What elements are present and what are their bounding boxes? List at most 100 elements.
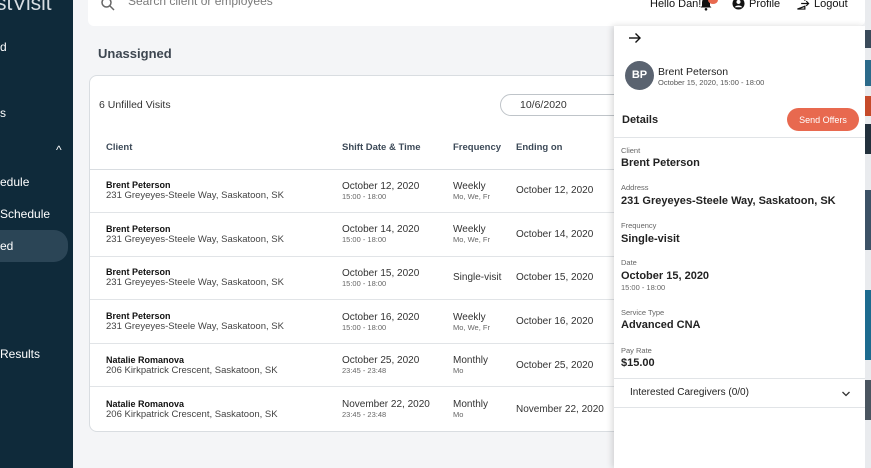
avatar: BP: [625, 61, 654, 90]
table-row[interactable]: Brent Peterson 231 Greyeyes-Steele Way, S…: [90, 212, 648, 257]
shift-time: 23:45 - 23:48: [342, 366, 387, 376]
chevron-down-icon: [842, 391, 850, 397]
frequency: Monthly: [453, 399, 489, 411]
client-address: 231 Greyeyes-Steele Way, Saskatoon, SK: [106, 190, 284, 202]
field-label-pay-rate: Pay Rate: [621, 346, 652, 355]
sidebar: stVisit d s ^ edule Schedule ed Results: [0, 0, 73, 468]
frequency: Weekly: [453, 180, 486, 192]
ending-date: October 15, 2020: [516, 272, 594, 284]
column-header-shift[interactable]: Shift Date & Time: [342, 126, 453, 170]
profile-button[interactable]: Profile: [732, 0, 780, 10]
shift-date: October 16, 2020: [342, 311, 420, 323]
page-title: Unassigned: [98, 46, 172, 61]
cell-client: Natalie Romanova 206 Kirkpatrick Crescent…: [90, 343, 342, 388]
logout-button[interactable]: Logout: [796, 0, 848, 10]
sidebar-item-results[interactable]: Results: [0, 347, 41, 361]
cell-frequency: Monthly Mo: [453, 387, 516, 431]
details-title: Details: [622, 114, 659, 126]
arrow-right-icon[interactable]: [628, 31, 642, 45]
cell-shift: November 22, 2020 23:45 - 23:48: [342, 387, 453, 431]
shift-time: 23:45 - 23:48: [342, 410, 387, 420]
cell-client: Brent Peterson 231 Greyeyes-Steele Way, S…: [90, 299, 342, 344]
visits-table: Client Shift Date & Time Frequency Endin…: [90, 126, 648, 431]
client-address: 231 Greyeyes-Steele Way, Saskatoon, SK: [106, 321, 284, 333]
unfilled-count: 6 Unfilled Visits: [99, 99, 171, 111]
shift-date: October 12, 2020: [342, 180, 420, 192]
table-row[interactable]: Brent Peterson 231 Greyeyes-Steele Way, S…: [90, 256, 648, 301]
sidebar-item-schedule[interactable]: edule: [0, 175, 30, 189]
greeting-text: Hello Dan!: [650, 0, 702, 10]
top-bar: Hello Dan! Profile Logout: [88, 0, 865, 26]
cell-shift: October 25, 2020 23:45 - 23:48: [342, 343, 453, 388]
column-header-frequency[interactable]: Frequency: [453, 126, 516, 170]
visits-card: 6 Unfilled Visits Client Shift Date & Ti…: [89, 75, 649, 432]
table-row[interactable]: Brent Peterson 231 Greyeyes-Steele Way, S…: [90, 169, 648, 214]
notification-badge: [708, 0, 718, 4]
sidebar-item-unassigned[interactable]: ed: [0, 230, 68, 262]
shift-date: October 15, 2020: [342, 267, 420, 279]
cell-frequency: Weekly Mo, We, Fr: [453, 212, 516, 257]
field-value-frequency: Single-visit: [621, 233, 680, 245]
field-value-date: October 15, 2020: [621, 270, 710, 282]
client-address: 206 Kirkpatrick Crescent, Saskatoon, SK: [106, 408, 278, 420]
field-value-address: 231 Greyeyes-Steele Way, Saskatoon, SK: [621, 195, 836, 207]
cell-client: Brent Peterson 231 Greyeyes-Steele Way, S…: [90, 256, 342, 301]
ending-date: October 16, 2020: [516, 316, 594, 328]
cell-ending: November 22, 2020: [516, 387, 648, 431]
client-name: Natalie Romanova: [106, 398, 185, 409]
frequency: Weekly: [453, 224, 486, 236]
frequency: Single-visit: [453, 272, 502, 284]
panel-visit-time: October 15, 2020, 15:00 - 18:00: [658, 78, 765, 87]
background-window-strip: [865, 0, 871, 468]
sidebar-item-1[interactable]: d: [0, 40, 7, 54]
shift-time: 15:00 - 18:00: [342, 235, 387, 245]
ending-date: October 14, 2020: [516, 228, 594, 240]
client-name: Brent Peterson: [106, 267, 171, 278]
cell-frequency: Monthly Mo: [453, 343, 516, 388]
send-offers-button[interactable]: Send Offers: [787, 108, 859, 131]
interested-caregivers-toggle[interactable]: Interested Caregivers (0/0): [614, 378, 865, 408]
column-header-client[interactable]: Client: [90, 126, 342, 170]
cell-frequency: Weekly Mo, We, Fr: [453, 299, 516, 344]
divider: [614, 137, 865, 138]
frequency: Monthly: [453, 355, 489, 367]
table-row[interactable]: Natalie Romanova 206 Kirkpatrick Crescent…: [90, 343, 648, 388]
shift-date: October 14, 2020: [342, 224, 420, 236]
field-value-service-type: Advanced CNA: [621, 319, 701, 331]
profile-label: Profile: [749, 0, 781, 10]
client-address: 231 Greyeyes-Steele Way, Saskatoon, SK: [106, 277, 284, 289]
brand-logo: stVisit: [0, 0, 52, 15]
date-filter-input[interactable]: [500, 94, 648, 116]
account-icon: [732, 0, 745, 10]
interested-caregivers-label: Interested Caregivers (0/0): [630, 387, 749, 398]
client-name: Brent Peterson: [106, 180, 171, 191]
frequency-days: Mo, We, Fr: [453, 322, 490, 332]
shift-time: 15:00 - 18:00: [342, 278, 387, 288]
frequency: Weekly: [453, 311, 486, 323]
sidebar-item-2[interactable]: s: [0, 106, 6, 120]
client-address: 231 Greyeyes-Steele Way, Saskatoon, SK: [106, 233, 284, 245]
chevron-up-icon[interactable]: ^: [56, 143, 62, 157]
field-label-service-type: Service Type: [621, 308, 665, 317]
field-label-frequency: Frequency: [621, 221, 657, 230]
logout-label: Logout: [814, 0, 848, 10]
frequency-days: Mo, We, Fr: [453, 235, 490, 245]
background-image: [865, 0, 871, 468]
client-address: 206 Kirkpatrick Crescent, Saskatoon, SK: [106, 364, 278, 376]
cell-shift: October 12, 2020 15:00 - 18:00: [342, 169, 453, 214]
detail-panel: BP Brent Peterson October 15, 2020, 15:0…: [614, 26, 865, 468]
shift-date: October 25, 2020: [342, 355, 420, 367]
search-input[interactable]: [128, 0, 388, 8]
table-row[interactable]: Brent Peterson 231 Greyeyes-Steele Way, S…: [90, 299, 648, 344]
sidebar-item-open-schedule[interactable]: Schedule: [0, 207, 51, 221]
frequency-days: Mo: [453, 410, 464, 420]
cell-client: Brent Peterson 231 Greyeyes-Steele Way, S…: [90, 169, 342, 214]
field-value-pay-rate: $15.00: [621, 357, 655, 369]
shift-time: 15:00 - 18:00: [342, 322, 387, 332]
ending-date: October 25, 2020: [516, 359, 594, 371]
frequency-days: Mo: [453, 366, 464, 376]
logout-icon: [797, 0, 810, 10]
cell-frequency: Weekly Mo, We, Fr: [453, 169, 516, 214]
cell-client: Natalie Romanova 206 Kirkpatrick Crescent…: [90, 387, 342, 431]
table-row[interactable]: Natalie Romanova 206 Kirkpatrick Crescent…: [90, 387, 648, 431]
